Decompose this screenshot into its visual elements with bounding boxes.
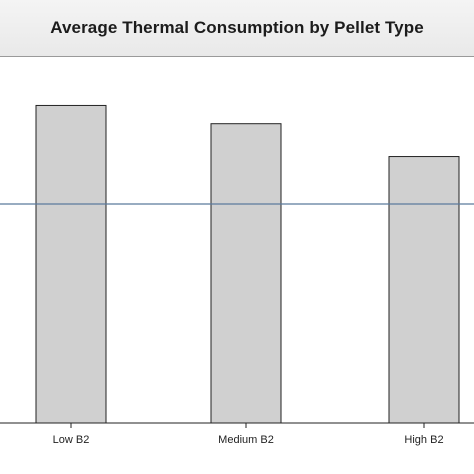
bars-layer [35,104,460,424]
x-tick-label: Low B2 [53,434,90,446]
bar-medium-b2 [210,123,282,424]
x-ticks-layer [70,423,425,428]
x-tick-label: High B2 [404,434,443,446]
x-tick-labels-layer: Low B2 Medium B2 High B2 [53,434,444,446]
chart-title: Average Thermal Consumption by Pellet Ty… [50,18,424,37]
bar-high-b2 [388,156,460,424]
bar-low-b2 [35,104,107,424]
chart-title-bar: Average Thermal Consumption by Pellet Ty… [0,0,474,57]
x-tick-label: Medium B2 [218,434,274,446]
